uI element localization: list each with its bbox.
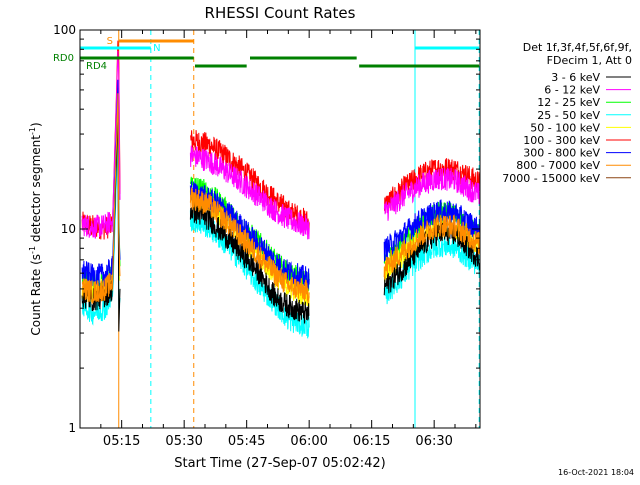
series-line-7: [189, 187, 310, 304]
attenuator-label-n: N: [153, 43, 160, 54]
x-tick-label: 06:30: [415, 434, 452, 449]
legend-label: 3 - 6 keV: [551, 71, 600, 84]
series-line-7: [81, 93, 121, 305]
legend: Det 1f,3f,4f,5f,6f,9f, FDecim 1, Att 0 3…: [502, 41, 632, 185]
rd0-label: RD0: [53, 53, 74, 64]
legend-label: 6 - 12 keV: [544, 84, 600, 97]
series-line-1: [189, 145, 310, 240]
y-tick-label: 1: [68, 421, 76, 435]
attenuator-label-s: S: [107, 36, 113, 47]
series-line-1: [81, 50, 121, 239]
legend-label: 800 - 7000 keV: [516, 159, 600, 172]
legend-header-line-2: FDecim 1, Att 0: [547, 54, 632, 67]
x-tick-label: 05:45: [228, 434, 265, 449]
series-line-6: [383, 199, 481, 262]
legend-label: 12 - 25 keV: [537, 96, 600, 109]
rd4-label: RD4: [86, 61, 107, 72]
series-line-0: [189, 200, 310, 325]
legend-label: 300 - 800 keV: [523, 147, 600, 160]
legend-label: 50 - 100 keV: [530, 121, 600, 134]
series-line-1: [383, 167, 481, 221]
y-axis-label: Count Rate (s-1 detector segment-1): [28, 122, 43, 335]
x-tick-label: 06:00: [290, 434, 327, 449]
legend-label: 25 - 50 keV: [537, 109, 600, 122]
legend-header-line-1: Det 1f,3f,4f,5f,6f,9f,: [523, 41, 632, 54]
x-tick-label: 05:15: [103, 434, 140, 449]
chart-title: RHESSI Count Rates: [205, 4, 356, 22]
x-axis-label: Start Time (27-Sep-07 05:02:42): [174, 456, 385, 471]
y-tick-label: 100: [53, 23, 76, 37]
series-line-7: [383, 214, 481, 280]
x-tick-label: 05:30: [165, 434, 202, 449]
legend-label: 100 - 300 keV: [523, 134, 600, 147]
legend-label: 7000 - 15000 keV: [502, 172, 600, 185]
y-tick-label: 10: [61, 222, 76, 236]
footer-timestamp: 16-Oct-2021 18:04: [558, 468, 634, 477]
x-tick-label: 06:15: [353, 434, 390, 449]
